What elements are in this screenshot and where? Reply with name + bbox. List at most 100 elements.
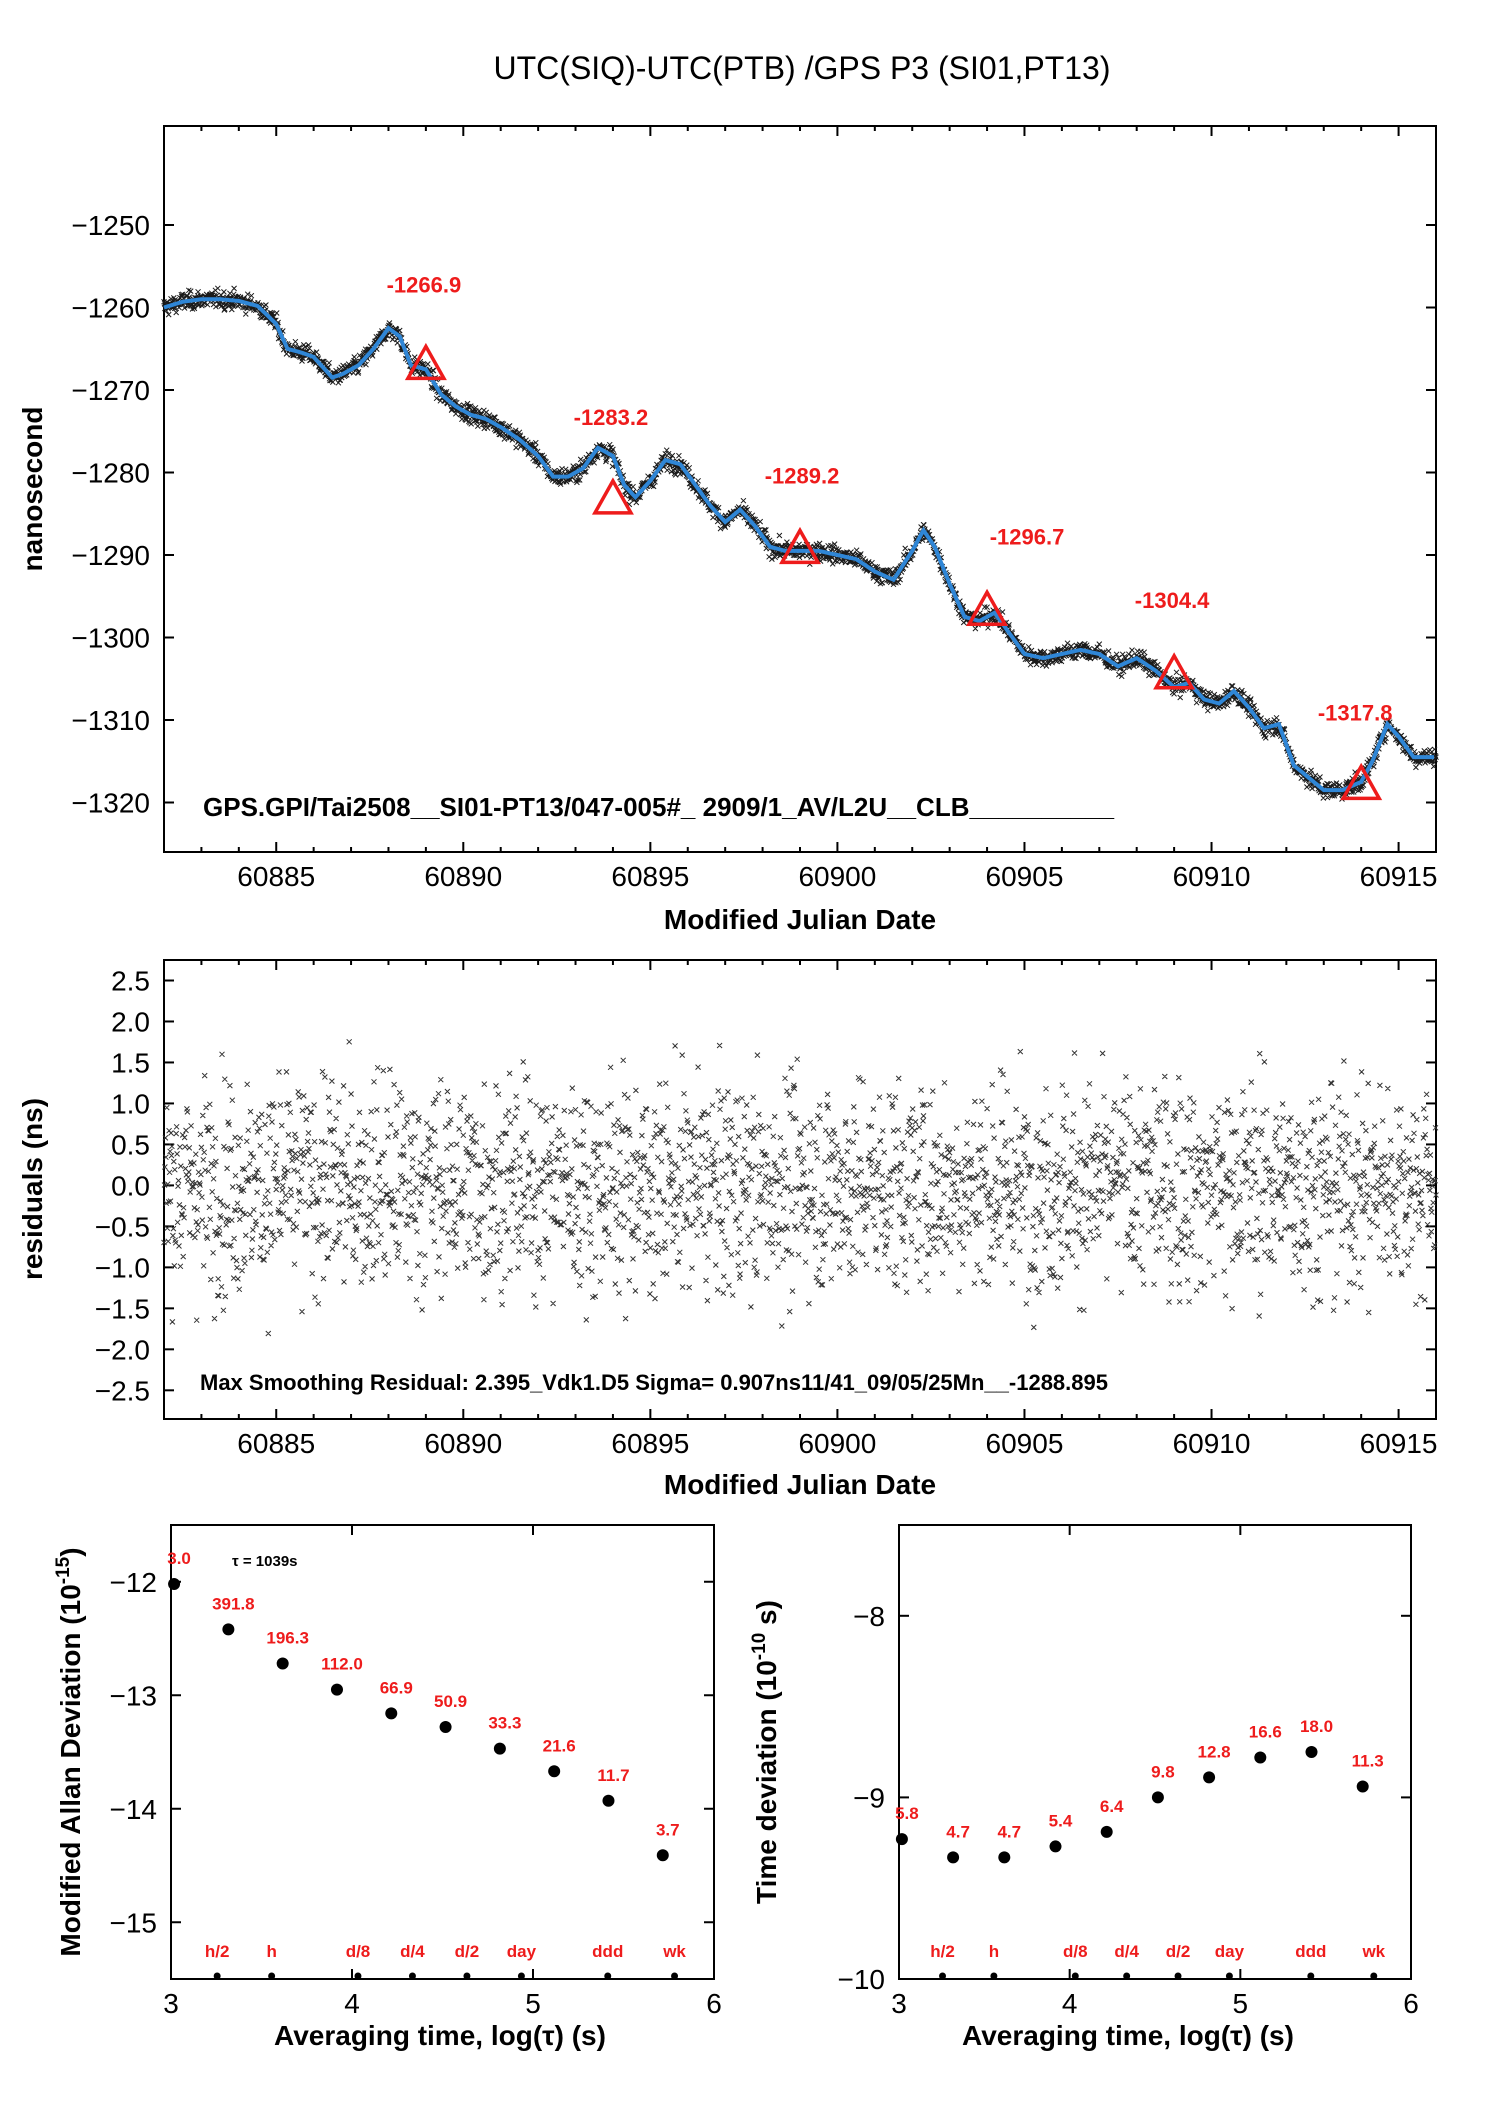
main-marker-triangle (1340, 762, 1383, 801)
y-tick-label: −1290 (71, 540, 150, 571)
main-marker-triangle (1153, 652, 1196, 690)
y-tick-label: −14 (110, 1794, 158, 1825)
mdev-data-points: 3.0 391.8 196.3 112.0 66.9 50.9 33.3 21.6 11.7 3.… (167, 1549, 680, 1862)
mdev-ylabel: Modified Allan Deviation (10-15) (53, 1547, 86, 1956)
main-point-cloud (161, 285, 1439, 802)
deviation-point (1203, 1771, 1216, 1784)
x-tick-label: 60890 (424, 861, 502, 892)
y-tick-label: −1320 (71, 788, 150, 819)
deviation-label: 3.0 (167, 1549, 191, 1568)
deviation-label: 33.3 (488, 1714, 521, 1733)
time-marker-label: day (507, 1942, 537, 1961)
time-marker-dot (1071, 1972, 1079, 1980)
y-tick-label: 0.0 (111, 1170, 150, 1201)
time-marker-label: h/2 (930, 1942, 955, 1961)
tdev-ticks: 3 4 5 6 −8 −9 −10 (838, 1525, 1419, 2019)
y-tick-label: −1310 (71, 705, 150, 736)
tdev-ylabel: Time deviation (10-10 s) (749, 1600, 782, 1904)
x-tick-label: 60905 (986, 861, 1064, 892)
main-ticks: 60885 60890 60895 60900 60905 60910 60915 −1250… (71, 126, 1438, 892)
deviation-point (1254, 1751, 1267, 1764)
mdev-tau-note: τ = 1039s (232, 1553, 298, 1570)
main-marker-label: -1296.7 (990, 524, 1065, 549)
deviation-point (548, 1765, 561, 1778)
residuals-ylabel: residuals (ns) (17, 1098, 48, 1280)
mdev-plot-frame (170, 1524, 715, 1980)
mdev-time-markers: h/2 h d/8 d/4 d/2 day ddd wk (205, 1942, 686, 1980)
time-marker-label: d/8 (346, 1942, 371, 1961)
main-ylabel: nanosecond (17, 407, 48, 572)
time-marker-dot (939, 1972, 947, 1980)
x-tick-label: 5 (525, 1988, 541, 2019)
time-marker-label: d/4 (1114, 1942, 1139, 1961)
time-marker-label: h (266, 1942, 276, 1961)
main-marker-triangle (779, 526, 821, 565)
deviation-point (276, 1657, 289, 1670)
time-marker-label: d/8 (1063, 1942, 1088, 1961)
time-marker-dot (213, 1972, 221, 1980)
main-smooth-curve (163, 297, 1435, 793)
deviation-point (602, 1794, 615, 1807)
main-marker-label: -1266.9 (387, 272, 462, 297)
deviation-point (330, 1683, 343, 1696)
deviation-label: 50.9 (434, 1692, 467, 1711)
chart-title: UTC(SIQ)-UTC(PTB) /GPS P3 (SI01,PT13) (494, 50, 1111, 86)
time-marker-label: ddd (1295, 1942, 1326, 1961)
deviation-label: 112.0 (321, 1655, 363, 1674)
time-marker-label: d/2 (1166, 1942, 1191, 1961)
x-tick-label: 60915 (1360, 1428, 1438, 1459)
x-tick-label: 60895 (611, 1428, 689, 1459)
residuals-footer: Max Smoothing Residual: 2.395_Vdk1.D5 Si… (200, 1370, 1108, 1395)
y-tick-label: 1.5 (111, 1047, 150, 1078)
deviation-label: 391.8 (212, 1594, 255, 1613)
x-tick-label: 6 (1403, 1988, 1419, 2019)
deviation-label: 5.8 (895, 1804, 919, 1823)
y-tick-label: −1270 (71, 375, 150, 406)
mdev-ylabel-tail: ) (55, 1547, 86, 1556)
y-tick-label: −9 (853, 1782, 885, 1813)
residuals-ticks: 60885 60890 60895 60900 60905 60910 60915 2.5 2.… (95, 960, 1438, 1459)
tdev-ylabel-main: Time deviation (10 (751, 1660, 782, 1904)
time-marker-dot (1225, 1972, 1233, 1980)
time-marker-dot (990, 1972, 998, 1980)
deviation-point (947, 1851, 960, 1864)
time-marker-dot (354, 1972, 362, 1980)
y-tick-label: 0.5 (111, 1129, 150, 1160)
deviation-label: 11.7 (597, 1766, 629, 1785)
tdev-data-points: 5.8 4.7 4.7 5.4 6.4 9.8 12.8 16.6 18.0 11.3 (895, 1717, 1384, 1864)
main-marker-triangle (591, 477, 634, 515)
deviation-point (439, 1721, 452, 1734)
y-tick-label: −2.0 (95, 1334, 150, 1365)
deviation-label: 11.3 (1352, 1752, 1384, 1771)
deviation-label: 12.8 (1198, 1742, 1231, 1761)
x-tick-label: 60915 (1360, 861, 1438, 892)
tdev-panel: Time deviation (10-10 s) Averaging time,… (749, 1524, 1419, 2051)
residuals-panel: residuals (ns) Modified Julian Date 6088… (17, 959, 1439, 1500)
deviation-point (1049, 1840, 1062, 1853)
deviation-point (168, 1578, 181, 1591)
tdev-ylabel-tail: s) (751, 1600, 782, 1633)
residuals-data-points (161, 1038, 1439, 1337)
deviation-point (1100, 1825, 1113, 1838)
deviation-label: 21.6 (543, 1736, 576, 1755)
y-tick-label: −12 (110, 1567, 158, 1598)
deviation-point (222, 1623, 235, 1636)
x-tick-label: 6 (706, 1988, 722, 2019)
x-tick-label: 60910 (1173, 861, 1251, 892)
time-marker-dot (1370, 1972, 1378, 1980)
x-tick-label: 5 (1233, 1988, 1249, 2019)
mdev-panel: Modified Allan Deviation (10-15) Averagi… (53, 1524, 722, 2051)
main-plot-frame (163, 125, 1437, 853)
x-tick-label: 4 (1062, 1988, 1078, 2019)
time-marker-dot (604, 1972, 612, 1980)
x-tick-label: 60885 (237, 861, 315, 892)
x-tick-label: 3 (163, 1988, 179, 2019)
main-marker-label: -1289.2 (765, 463, 840, 488)
tdev-ylabel-exp: -10 (749, 1633, 770, 1660)
mdev-ticks: 3 4 5 6 −12 −13 −14 −15 (110, 1525, 722, 2019)
y-tick-label: 2.5 (111, 965, 150, 996)
residual-point-cloud (161, 1038, 1439, 1337)
y-tick-label: −1250 (71, 210, 150, 241)
deviation-point (656, 1849, 669, 1862)
time-marker-label: h/2 (205, 1942, 230, 1961)
